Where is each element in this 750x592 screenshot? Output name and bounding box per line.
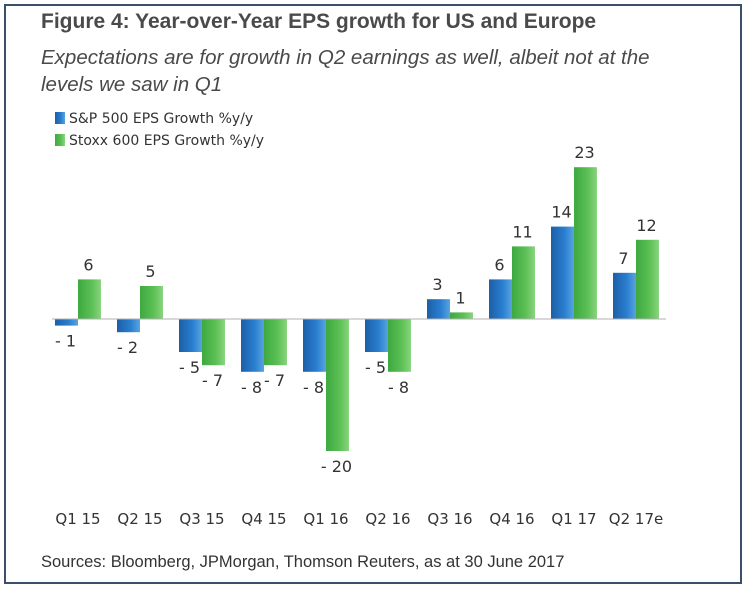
stoxx600-value-label: 11 (512, 222, 532, 241)
stoxx600-value-label: 6 (83, 255, 93, 274)
x-tick-label: Q2 15 (117, 510, 162, 528)
stoxx600-bar-q1-15 (78, 279, 101, 319)
sp500-bar-q4-16 (489, 279, 512, 319)
sp500-bar-q1-17 (551, 226, 574, 319)
chart-legend: S&P 500 EPS Growth %y/y Stoxx 600 EPS Gro… (55, 111, 264, 149)
sp500-value-label: - 2 (117, 338, 138, 357)
stoxx600-bar-q3-16 (450, 312, 473, 319)
x-tick-label: Q3 15 (179, 510, 224, 528)
sp500-value-label: - 1 (55, 332, 76, 351)
sp500-value-label: - 5 (179, 358, 200, 377)
legend-label: Stoxx 600 EPS Growth %y/y (69, 133, 264, 149)
stoxx600-value-label: 12 (636, 216, 656, 235)
stoxx600-value-label: - 7 (264, 371, 285, 390)
sp500-bar-q2-17e (613, 272, 636, 319)
sp500-bar-q4-15 (241, 319, 264, 372)
source-note: Sources: Bloomberg, JPMorgan, Thomson Re… (41, 553, 565, 571)
x-tick-label: Q1 15 (55, 510, 100, 528)
stoxx600-value-label: 23 (574, 143, 594, 162)
stoxx600-value-label: - 8 (388, 378, 409, 397)
stoxx600-bar-q3-15 (202, 319, 225, 366)
legend-label: S&P 500 EPS Growth %y/y (69, 111, 253, 127)
sp500-value-label: - 5 (365, 358, 386, 377)
sp500-value-label: 7 (618, 249, 628, 268)
sp500-value-label: - 8 (303, 378, 324, 397)
sp500-bar-q3-15 (179, 319, 202, 352)
chart-title: Figure 4: Year-over-Year EPS growth for … (41, 10, 597, 33)
sp500-bar-q2-16 (365, 319, 388, 352)
stoxx600-bar-q2-15 (140, 286, 163, 319)
stoxx600-value-label: - 7 (202, 371, 223, 390)
sp500-bar-q1-16 (303, 319, 326, 372)
legend-swatch (55, 112, 65, 124)
stoxx600-bar-q1-17 (574, 167, 597, 319)
x-tick-label: Q2 16 (365, 510, 410, 528)
stoxx600-value-label: 1 (455, 288, 465, 307)
x-tick-label: Q3 16 (427, 510, 472, 528)
stoxx600-bar-q1-16 (326, 319, 349, 451)
chart-subtitle: Expectations are for growth in Q2 earnin… (41, 46, 650, 96)
stoxx600-value-label: 5 (145, 262, 155, 281)
legend-swatch (55, 134, 65, 146)
sp500-bar-q2-15 (117, 319, 140, 333)
sp500-bar-q1-15 (55, 319, 78, 326)
sp500-bar-q3-16 (427, 299, 450, 319)
x-tick-label: Q1 17 (551, 510, 596, 528)
x-tick-label: Q1 16 (303, 510, 348, 528)
stoxx600-bar-q4-16 (512, 246, 535, 319)
bars-layer (55, 167, 659, 451)
sp500-value-label: - 8 (241, 378, 262, 397)
sp500-value-label: 14 (551, 203, 571, 222)
x-tick-label: Q4 15 (241, 510, 286, 528)
sp500-value-label: 3 (432, 275, 442, 294)
stoxx600-bar-q2-16 (388, 319, 411, 372)
stoxx600-bar-q4-15 (264, 319, 287, 366)
x-tick-label: Q2 17e (609, 510, 663, 528)
sp500-value-label: 6 (494, 255, 504, 274)
x-tick-label: Q4 16 (489, 510, 534, 528)
stoxx600-bar-q2-17e (636, 239, 659, 319)
stoxx600-value-label: - 20 (321, 457, 352, 476)
